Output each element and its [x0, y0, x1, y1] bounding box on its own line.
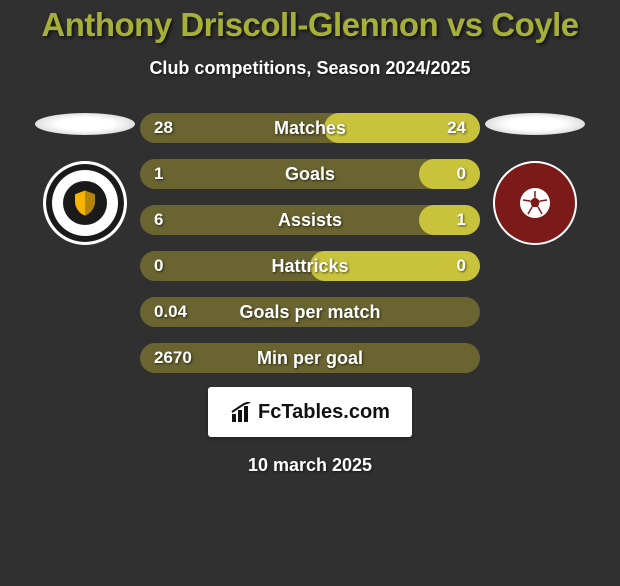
metric-value-right: 24: [447, 118, 466, 138]
metric-value-right: 1: [457, 210, 466, 230]
metric-value-right: 0: [457, 256, 466, 276]
metric-label: Min per goal: [257, 348, 363, 369]
metric-label: Matches: [274, 118, 346, 139]
metric-value-right: 0: [457, 164, 466, 184]
metric-row: 1 Goals 0: [140, 159, 480, 189]
metric-row: 0 Hattricks 0: [140, 251, 480, 281]
page-title: Anthony Driscoll-Glennon vs Coyle: [0, 6, 620, 44]
team-left-column: [30, 113, 140, 245]
metric-value-left: 0: [154, 256, 163, 276]
team-left-name-oval: [35, 113, 135, 135]
team-right-column: [480, 113, 590, 245]
metric-value-left: 2670: [154, 348, 192, 368]
team-left-crest: [43, 161, 127, 245]
metric-label: Goals per match: [239, 302, 380, 323]
metric-row: 0.04 Goals per match: [140, 297, 480, 327]
date-text: 10 march 2025: [0, 455, 620, 476]
metric-row: 2670 Min per goal: [140, 343, 480, 373]
team-right-name-oval: [485, 113, 585, 135]
metric-right-fill: [419, 159, 480, 189]
metric-bars: 28 Matches 24 1 Goals 0 6 Assists 1 0 Hattricks 0 0.…: [140, 113, 480, 373]
metric-value-left: 0.04: [154, 302, 187, 322]
metric-label: Hattricks: [271, 256, 348, 277]
team-right-crest: [493, 161, 577, 245]
ball-icon: [520, 188, 550, 218]
shield-icon: [63, 181, 107, 225]
chart-icon: [230, 402, 254, 422]
brand-text: FcTables.com: [258, 401, 390, 424]
brand-badge[interactable]: FcTables.com: [208, 387, 412, 437]
metric-label: Assists: [278, 210, 342, 231]
metric-right-fill: [419, 205, 480, 235]
metric-label: Goals: [285, 164, 335, 185]
metric-value-left: 6: [154, 210, 163, 230]
comparison-container: 28 Matches 24 1 Goals 0 6 Assists 1 0 Hattricks 0 0.…: [0, 113, 620, 373]
metric-value-left: 28: [154, 118, 173, 138]
page-subtitle: Club competitions, Season 2024/2025: [0, 58, 620, 79]
metric-row: 6 Assists 1: [140, 205, 480, 235]
metric-value-left: 1: [154, 164, 163, 184]
metric-row: 28 Matches 24: [140, 113, 480, 143]
